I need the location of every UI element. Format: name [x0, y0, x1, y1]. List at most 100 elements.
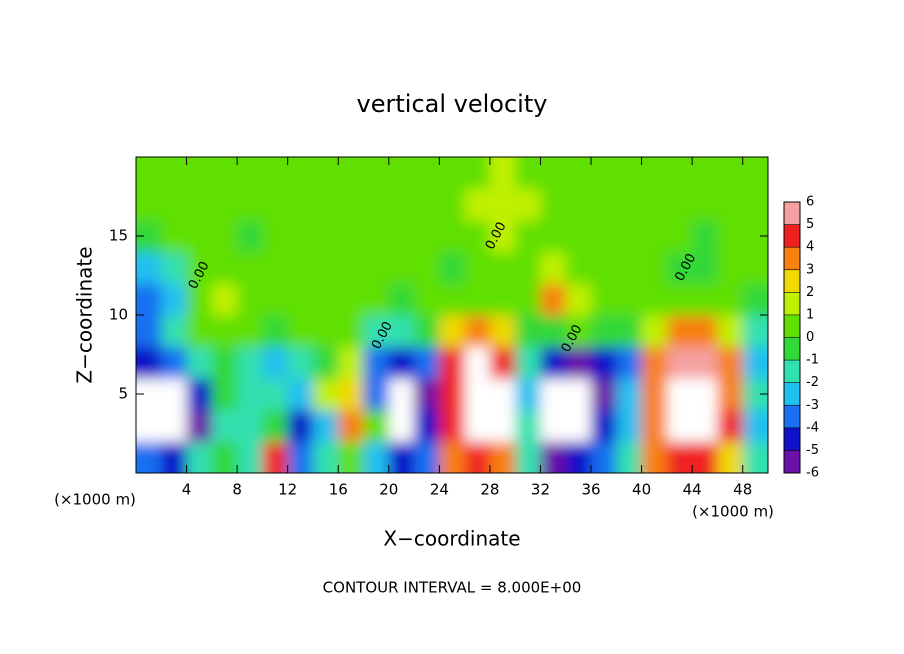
cell [515, 409, 541, 442]
cell [439, 315, 466, 348]
cell [161, 251, 188, 284]
cell [186, 315, 213, 348]
cell [414, 441, 440, 473]
colorbar-swatch [784, 314, 800, 338]
cell [287, 409, 314, 442]
cell [161, 283, 188, 316]
cell [515, 283, 541, 316]
cell [540, 409, 567, 442]
cell [641, 283, 668, 316]
cell [515, 378, 541, 411]
cell [237, 157, 263, 190]
x-tick-label: 28 [480, 481, 499, 499]
cell [262, 283, 289, 316]
cell [464, 346, 491, 379]
cell [262, 409, 289, 442]
cell [363, 220, 390, 253]
cell [312, 346, 339, 379]
cell [211, 409, 238, 442]
cell [464, 157, 491, 190]
colorbar-swatch [784, 337, 800, 361]
cell [439, 409, 466, 442]
cell [161, 441, 188, 473]
cell [641, 441, 668, 473]
x-tick-label: 16 [329, 481, 348, 499]
cell [489, 251, 516, 284]
cell [338, 409, 365, 442]
x-axis-label: X−coordinate [383, 527, 520, 551]
cell [565, 220, 592, 253]
cell [717, 157, 744, 190]
cell [666, 409, 693, 442]
cell [692, 346, 718, 379]
cell [161, 157, 188, 190]
field [136, 157, 768, 473]
cell [666, 441, 693, 473]
cell [237, 188, 263, 221]
cell [338, 220, 365, 253]
cell [464, 188, 491, 221]
cell [591, 378, 617, 411]
x-tick-label: 44 [683, 481, 702, 499]
cell [363, 346, 390, 379]
cell [414, 220, 440, 253]
cell [186, 220, 213, 253]
colorbar-tick-label: -3 [806, 398, 819, 413]
cell [338, 346, 365, 379]
cell [591, 441, 617, 473]
cell [161, 378, 188, 411]
cell [540, 378, 567, 411]
cell [591, 188, 617, 221]
cell [464, 283, 491, 316]
cell [717, 283, 744, 316]
cell [186, 188, 213, 221]
colorbar-tick-label: 0 [806, 330, 814, 345]
cell [489, 441, 516, 473]
y-tick-label: 15 [109, 227, 128, 245]
cell [565, 157, 592, 190]
cell [161, 409, 188, 442]
cell [262, 157, 289, 190]
cell [136, 251, 162, 284]
colorbar-swatch [784, 360, 800, 383]
cell [186, 283, 213, 316]
cell [363, 315, 390, 348]
cell [591, 157, 617, 190]
cell [489, 315, 516, 348]
cell [692, 441, 718, 473]
cell [641, 251, 668, 284]
cell [388, 378, 415, 411]
x-tick-label: 12 [278, 481, 297, 499]
cell [717, 441, 744, 473]
cell [616, 346, 643, 379]
cell [414, 346, 440, 379]
cell [464, 441, 491, 473]
cell [439, 283, 466, 316]
cell [742, 251, 768, 284]
cell [692, 409, 718, 442]
cell [742, 409, 768, 442]
colorbar-tick-label: 4 [806, 240, 814, 255]
cell [287, 251, 314, 284]
cell [136, 409, 162, 442]
cell [388, 157, 415, 190]
colorbar-swatch [784, 427, 800, 451]
cell [515, 346, 541, 379]
chart-title: vertical velocity [357, 90, 548, 118]
cell [363, 378, 390, 411]
cell [489, 378, 516, 411]
cell [287, 441, 314, 473]
cell [591, 346, 617, 379]
cell [540, 188, 567, 221]
cell [237, 251, 263, 284]
cell [565, 378, 592, 411]
cell [211, 346, 238, 379]
cell [237, 315, 263, 348]
cell [641, 378, 668, 411]
x-tick-label: 4 [182, 481, 192, 499]
cell [363, 409, 390, 442]
cell [388, 251, 415, 284]
cell [565, 409, 592, 442]
cell [363, 188, 390, 221]
